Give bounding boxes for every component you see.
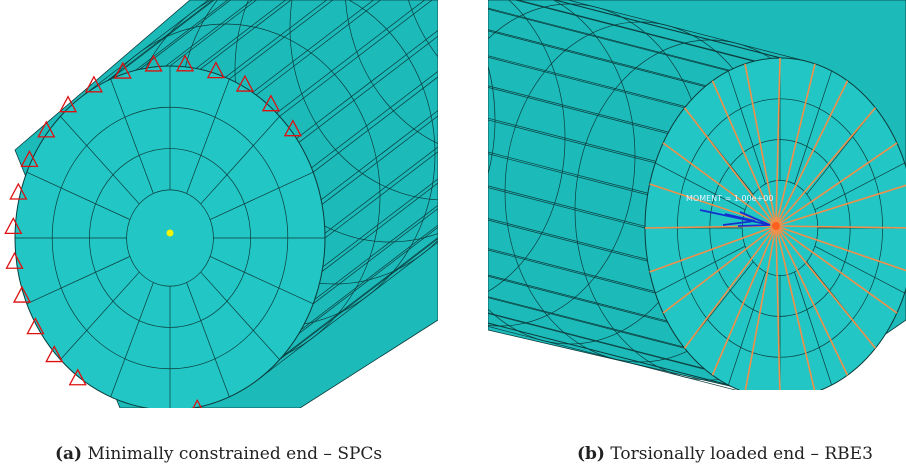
caption-text: Minimally constrained end – SPCs: [88, 444, 383, 464]
figure: MOMENT = 1.00e+00 (a) Minimally constrai…: [0, 0, 906, 466]
rbe3-node: [772, 222, 780, 230]
moment-label: MOMENT = 1.00e+00: [686, 194, 773, 203]
node-point: [167, 230, 174, 237]
caption-b: (b) Torsionally loaded end – RBE3: [577, 444, 873, 464]
page: {"figure": {"panels": [ {"label": "(a)",…: [0, 0, 906, 466]
caption-label: (a): [55, 444, 82, 464]
caption-text: Torsionally loaded end – RBE3: [610, 444, 873, 464]
caption-a: (a) Minimally constrained end – SPCs: [55, 444, 382, 464]
caption-label: (b): [577, 444, 605, 464]
